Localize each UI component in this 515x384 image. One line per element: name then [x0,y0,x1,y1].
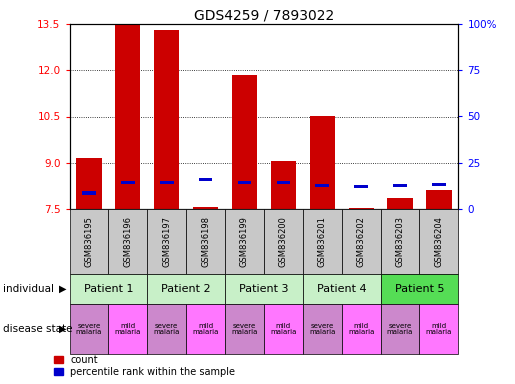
Bar [303,209,342,274]
Bar [238,181,251,184]
Bar [232,75,257,209]
Text: severe
malaria: severe malaria [387,323,413,336]
Text: mild
malaria: mild malaria [115,323,141,336]
Text: severe
malaria: severe malaria [231,323,258,336]
Text: GSM836198: GSM836198 [201,216,210,267]
Bar [271,161,296,209]
Bar [303,274,381,304]
Text: Patient 1: Patient 1 [83,284,133,294]
Bar [342,304,381,354]
Bar [186,304,225,354]
Text: disease state: disease state [3,324,72,334]
Bar [381,274,458,304]
Bar [70,304,109,354]
Bar [342,209,381,274]
Text: GSM836204: GSM836204 [435,216,443,267]
Text: GSM836199: GSM836199 [240,216,249,267]
Bar [70,209,109,274]
Bar [225,209,264,274]
Text: severe
malaria: severe malaria [76,323,102,336]
Bar [147,274,225,304]
Text: GSM836197: GSM836197 [162,216,171,267]
Text: individual: individual [3,284,54,294]
Bar [154,30,179,209]
Bar [147,209,186,274]
Bar [277,181,290,184]
Text: mild
malaria: mild malaria [348,323,374,336]
Bar [160,181,174,184]
Bar [387,198,413,209]
Bar [193,207,218,209]
Bar [354,185,368,188]
Bar [432,183,445,186]
Legend: count, percentile rank within the sample: count, percentile rank within the sample [54,355,235,377]
Bar [147,304,186,354]
Bar [381,304,419,354]
Text: mild
malaria: mild malaria [426,323,452,336]
Bar [82,192,96,195]
Bar [381,209,419,274]
Bar [310,116,335,209]
Bar [76,158,101,209]
Bar [108,209,147,274]
Text: GSM836195: GSM836195 [84,216,93,267]
Text: GSM836200: GSM836200 [279,216,288,267]
Bar [186,209,225,274]
Text: severe
malaria: severe malaria [153,323,180,336]
Bar [264,304,303,354]
Text: mild
malaria: mild malaria [193,323,219,336]
Text: GSM836202: GSM836202 [357,216,366,267]
Text: Patient 3: Patient 3 [239,284,289,294]
Bar [303,304,342,354]
Bar [264,209,303,274]
Text: ▶: ▶ [59,284,67,294]
Text: Patient 2: Patient 2 [161,284,211,294]
Text: Patient 4: Patient 4 [317,284,367,294]
Bar [420,304,458,354]
Bar [199,178,212,181]
Bar [426,190,452,209]
Bar [393,184,407,187]
Bar [115,24,141,209]
Text: Patient 5: Patient 5 [394,284,444,294]
Bar [420,209,458,274]
Text: ▶: ▶ [59,324,67,334]
Bar [225,304,264,354]
Bar [316,184,329,187]
Text: GSM836203: GSM836203 [396,216,404,267]
Title: GDS4259 / 7893022: GDS4259 / 7893022 [194,9,334,23]
Text: GSM836201: GSM836201 [318,216,327,267]
Bar [108,304,147,354]
Bar [70,274,147,304]
Bar [121,181,134,184]
Bar [225,274,303,304]
Text: mild
malaria: mild malaria [270,323,297,336]
Text: GSM836196: GSM836196 [124,216,132,267]
Text: severe
malaria: severe malaria [309,323,335,336]
